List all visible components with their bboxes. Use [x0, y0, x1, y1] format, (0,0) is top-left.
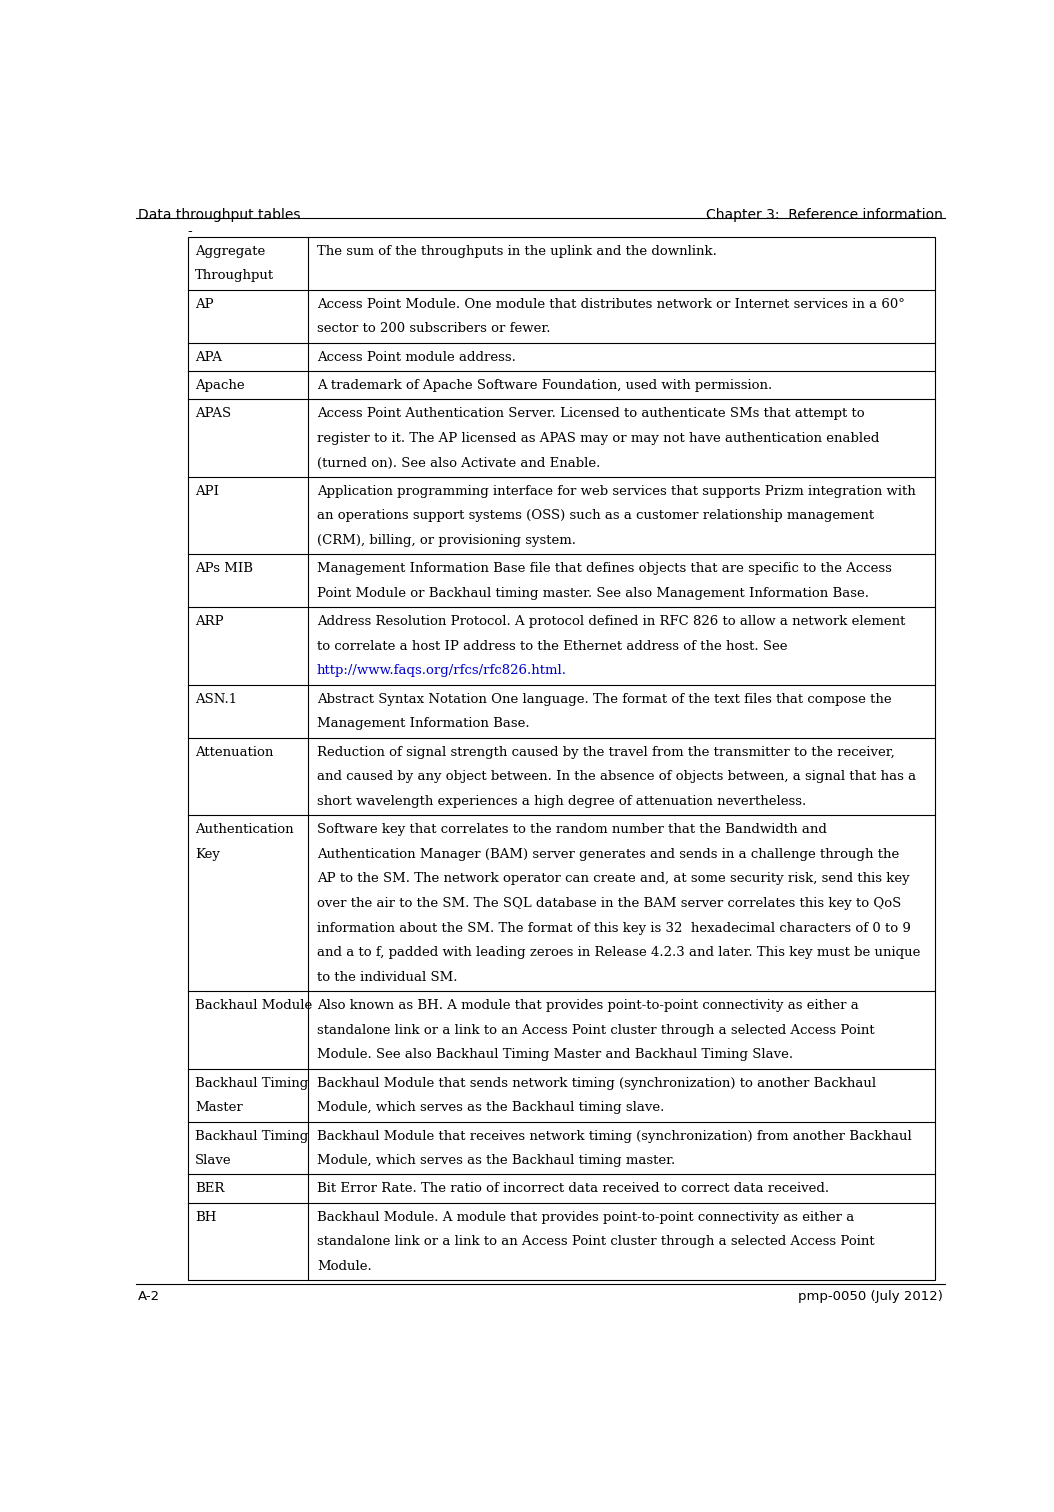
Text: Aggregate: Aggregate [195, 245, 266, 259]
Text: standalone link or a link to an Access Point cluster through a selected Access P: standalone link or a link to an Access P… [317, 1235, 875, 1249]
Text: Authentication Manager (BAM) server generates and sends in a challenge through t: Authentication Manager (BAM) server gene… [317, 848, 899, 860]
Text: APA: APA [195, 351, 222, 364]
Text: to the individual SM.: to the individual SM. [317, 971, 457, 984]
Text: Backhaul Timing: Backhaul Timing [195, 1129, 309, 1143]
Text: sector to 200 subscribers or fewer.: sector to 200 subscribers or fewer. [317, 322, 550, 336]
Text: http://www.faqs.org/rfcs/rfc826.html.: http://www.faqs.org/rfcs/rfc826.html. [317, 664, 567, 677]
Text: short wavelength experiences a high degree of attenuation nevertheless.: short wavelength experiences a high degr… [317, 795, 806, 807]
Text: Access Point module address.: Access Point module address. [317, 351, 515, 364]
Text: Module. See also Backhaul Timing Master and Backhaul Timing Slave.: Module. See also Backhaul Timing Master … [317, 1048, 793, 1061]
Text: Module.: Module. [317, 1259, 372, 1273]
Text: and caused by any object between. In the absence of objects between, a signal th: and caused by any object between. In the… [317, 770, 916, 783]
Text: AP to the SM. The network operator can create and, at some security risk, send t: AP to the SM. The network operator can c… [317, 872, 910, 886]
Text: Attenuation: Attenuation [195, 745, 274, 759]
Text: (CRM), billing, or provisioning system.: (CRM), billing, or provisioning system. [317, 534, 575, 547]
Text: Management Information Base.: Management Information Base. [317, 717, 529, 730]
Text: Address Resolution Protocol. A protocol defined in RFC 826 to allow a network el: Address Resolution Protocol. A protocol … [317, 615, 905, 627]
Text: and a to f, padded with leading zeroes in Release 4.2.3 and later. This key must: and a to f, padded with leading zeroes i… [317, 947, 920, 959]
Text: Throughput: Throughput [195, 269, 274, 283]
Text: Module, which serves as the Backhaul timing master.: Module, which serves as the Backhaul tim… [317, 1154, 676, 1167]
Text: to correlate a host IP address to the Ethernet address of the host. See: to correlate a host IP address to the Et… [317, 640, 787, 653]
Text: Access Point Module. One module that distributes network or Internet services in: Access Point Module. One module that dis… [317, 298, 904, 311]
Text: Chapter 3:  Reference information: Chapter 3: Reference information [705, 209, 942, 222]
Text: APAS: APAS [195, 407, 232, 420]
Text: A trademark of Apache Software Foundation, used with permission.: A trademark of Apache Software Foundatio… [317, 380, 773, 392]
Text: BER: BER [195, 1182, 225, 1196]
Text: Reduction of signal strength caused by the travel from the transmitter to the re: Reduction of signal strength caused by t… [317, 745, 895, 759]
Text: Apache: Apache [195, 380, 245, 392]
Text: Authentication: Authentication [195, 823, 294, 836]
Text: BH: BH [195, 1211, 217, 1223]
Text: APs MIB: APs MIB [195, 562, 253, 575]
Text: Access Point Authentication Server. Licensed to authenticate SMs that attempt to: Access Point Authentication Server. Lice… [317, 407, 864, 420]
Text: standalone link or a link to an Access Point cluster through a selected Access P: standalone link or a link to an Access P… [317, 1024, 875, 1037]
Text: Key: Key [195, 848, 220, 860]
Text: register to it. The AP licensed as APAS may or may not have authentication enabl: register to it. The AP licensed as APAS … [317, 432, 879, 445]
Text: (turned on). See also Activate and Enable.: (turned on). See also Activate and Enabl… [317, 457, 601, 469]
Text: Software key that correlates to the random number that the Bandwidth and: Software key that correlates to the rand… [317, 823, 826, 836]
Text: Data throughput tables: Data throughput tables [138, 209, 300, 222]
Text: Management Information Base file that defines objects that are specific to the A: Management Information Base file that de… [317, 562, 892, 575]
Text: -: - [188, 225, 192, 239]
Text: pmp-0050 (July 2012): pmp-0050 (July 2012) [798, 1290, 942, 1303]
Text: The sum of the throughputs in the uplink and the downlink.: The sum of the throughputs in the uplink… [317, 245, 717, 259]
Text: information about the SM. The format of this key is 32  hexadecimal characters o: information about the SM. The format of … [317, 922, 911, 934]
Text: Backhaul Module. A module that provides point-to-point connectivity as either a: Backhaul Module. A module that provides … [317, 1211, 854, 1223]
Text: Point Module or Backhaul timing master. See also Management Information Base.: Point Module or Backhaul timing master. … [317, 587, 868, 600]
Text: ASN.1: ASN.1 [195, 692, 237, 706]
Text: Bit Error Rate. The ratio of incorrect data received to correct data received.: Bit Error Rate. The ratio of incorrect d… [317, 1182, 829, 1196]
Text: AP: AP [195, 298, 214, 311]
Text: Application programming interface for web services that supports Prizm integrati: Application programming interface for we… [317, 485, 916, 497]
Text: over the air to the SM. The SQL database in the BAM server correlates this key t: over the air to the SM. The SQL database… [317, 897, 901, 910]
Text: Abstract Syntax Notation One language. The format of the text files that compose: Abstract Syntax Notation One language. T… [317, 692, 892, 706]
Text: Module, which serves as the Backhaul timing slave.: Module, which serves as the Backhaul tim… [317, 1101, 664, 1114]
Text: Backhaul Module that receives network timing (synchronization) from another Back: Backhaul Module that receives network ti… [317, 1129, 912, 1143]
Text: Backhaul Module that sends network timing (synchronization) to another Backhaul: Backhaul Module that sends network timin… [317, 1077, 876, 1090]
Text: Backhaul Module: Backhaul Module [195, 999, 313, 1012]
Text: A-2: A-2 [138, 1290, 160, 1303]
Text: ARP: ARP [195, 615, 223, 627]
Text: Slave: Slave [195, 1154, 232, 1167]
Bar [188, 237, 935, 1281]
Text: Also known as BH. A module that provides point-to-point connectivity as either a: Also known as BH. A module that provides… [317, 999, 859, 1012]
Text: API: API [195, 485, 219, 497]
Text: an operations support systems (OSS) such as a customer relationship management: an operations support systems (OSS) such… [317, 510, 874, 522]
Text: Master: Master [195, 1101, 243, 1114]
Text: Backhaul Timing: Backhaul Timing [195, 1077, 309, 1090]
